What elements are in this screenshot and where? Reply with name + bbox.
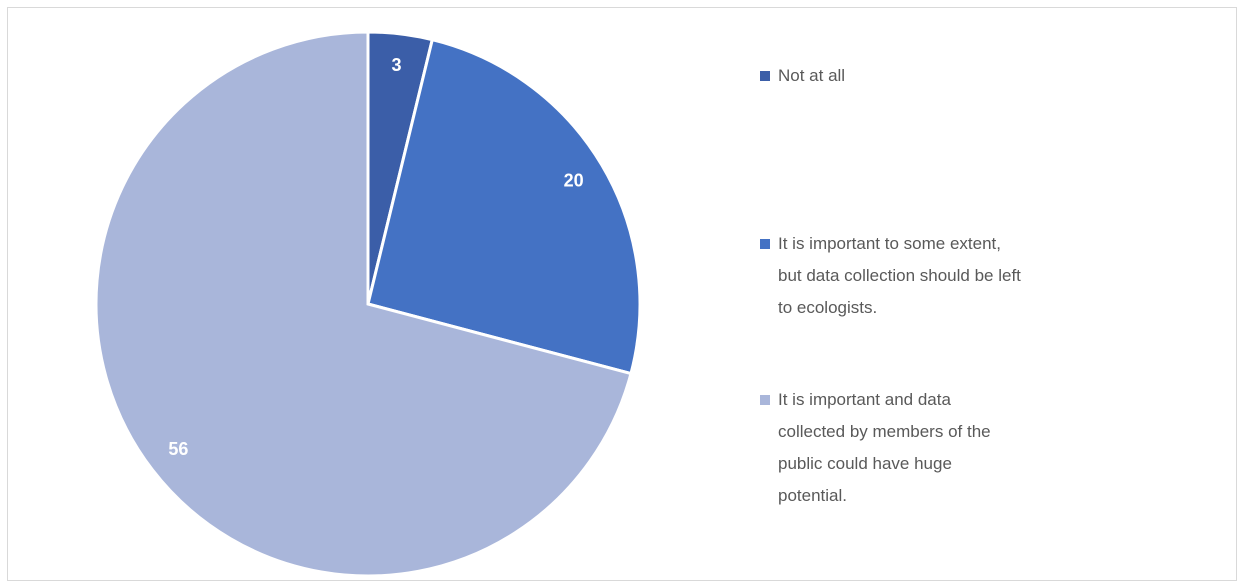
legend-item: Not at all: [760, 60, 1060, 92]
data-label: 20: [564, 170, 584, 190]
legend-label: It is important and data collected by me…: [778, 390, 991, 505]
legend-item: It is important and data collected by me…: [760, 384, 1060, 512]
legend-label: Not at all: [778, 66, 846, 85]
legend-item: It is important to some extent, but data…: [760, 228, 1060, 324]
legend-swatch: [760, 71, 770, 81]
legend-label: It is important to some extent, but data…: [778, 234, 1021, 317]
data-label: 3: [391, 55, 401, 75]
pie-slice: [94, 30, 633, 578]
pie-slice: [366, 37, 642, 376]
data-label: 56: [168, 439, 188, 459]
legend-swatch: [760, 395, 770, 405]
legend-swatch: [760, 239, 770, 249]
chart-frame: [7, 7, 1237, 581]
